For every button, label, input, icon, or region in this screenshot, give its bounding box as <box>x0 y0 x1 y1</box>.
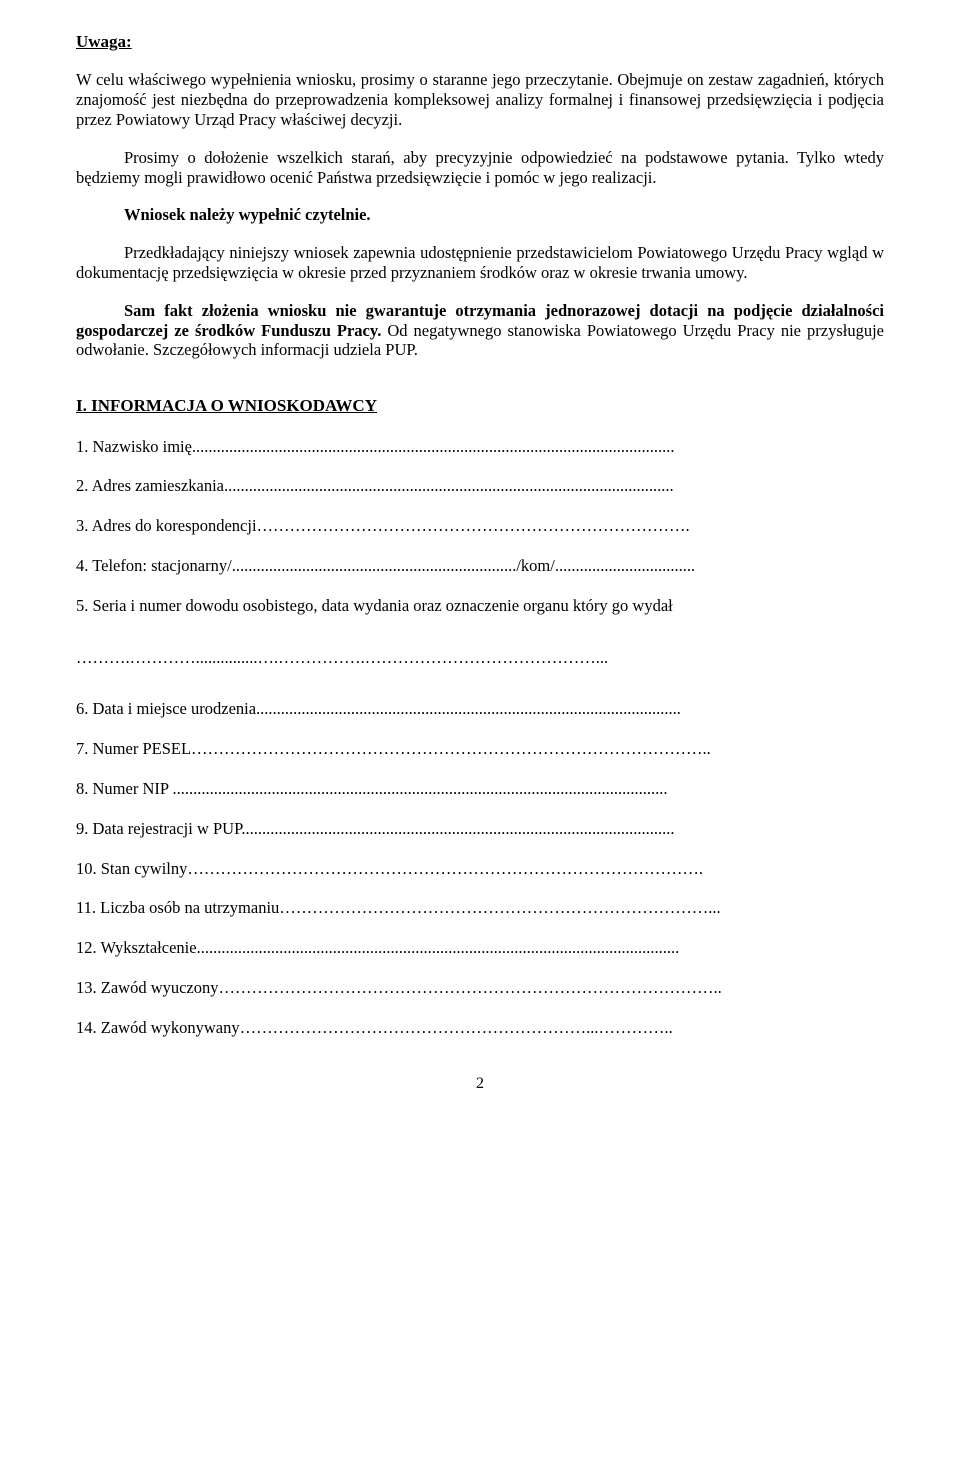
paragraph-1: W celu właściwego wypełnienia wniosku, p… <box>76 70 884 129</box>
paragraph-5: Sam fakt złożenia wniosku nie gwarantuje… <box>76 301 884 360</box>
paragraph-3: Wniosek należy wypełnić czytelnie. <box>76 205 884 225</box>
attention-heading: Uwaga: <box>76 32 884 52</box>
form-item-4: 4. Telefon: stacjonarny/................… <box>76 556 884 576</box>
form-item-9: 9. Data rejestracji w PUP...............… <box>76 819 884 839</box>
form-item-12: 12. Wykształcenie.......................… <box>76 938 884 958</box>
paragraph-4: Przedkładający niniejszy wniosek zapewni… <box>76 243 884 283</box>
form-item-2: 2. Adres zamieszkania...................… <box>76 476 884 496</box>
section-1-heading: I. INFORMACJA O WNIOSKODAWCY <box>76 396 884 416</box>
form-item-3: 3. Adres do korespondencji……………………………………… <box>76 516 884 536</box>
form-item-11: 11. Liczba osób na utrzymaniu……………………………… <box>76 898 884 918</box>
document-page: Uwaga: W celu właściwego wypełnienia wni… <box>0 0 960 1474</box>
paragraph-2: Prosimy o dołożenie wszelkich starań, ab… <box>76 148 884 188</box>
page-number: 2 <box>76 1074 884 1093</box>
form-item-13: 13. Zawód wyuczony…………………………………………………………… <box>76 978 884 998</box>
form-item-8: 8. Numer NIP ...........................… <box>76 779 884 799</box>
form-item-14: 14. Zawód wykonywany……………………………………………………… <box>76 1018 884 1038</box>
form-item-6: 6. Data i miejsce urodzenia.............… <box>76 699 884 719</box>
form-item-10: 10. Stan cywilny………………………………………………………………… <box>76 859 884 879</box>
form-item-1: 1. Nazwisko imię........................… <box>76 437 884 457</box>
form-item-5: 5. Seria i numer dowodu osobistego, data… <box>76 596 884 616</box>
form-item-5-line: ……….…………...............….…………….………………………… <box>76 648 884 668</box>
form-item-7: 7. Numer PESEL……………………………………………………………………… <box>76 739 884 759</box>
